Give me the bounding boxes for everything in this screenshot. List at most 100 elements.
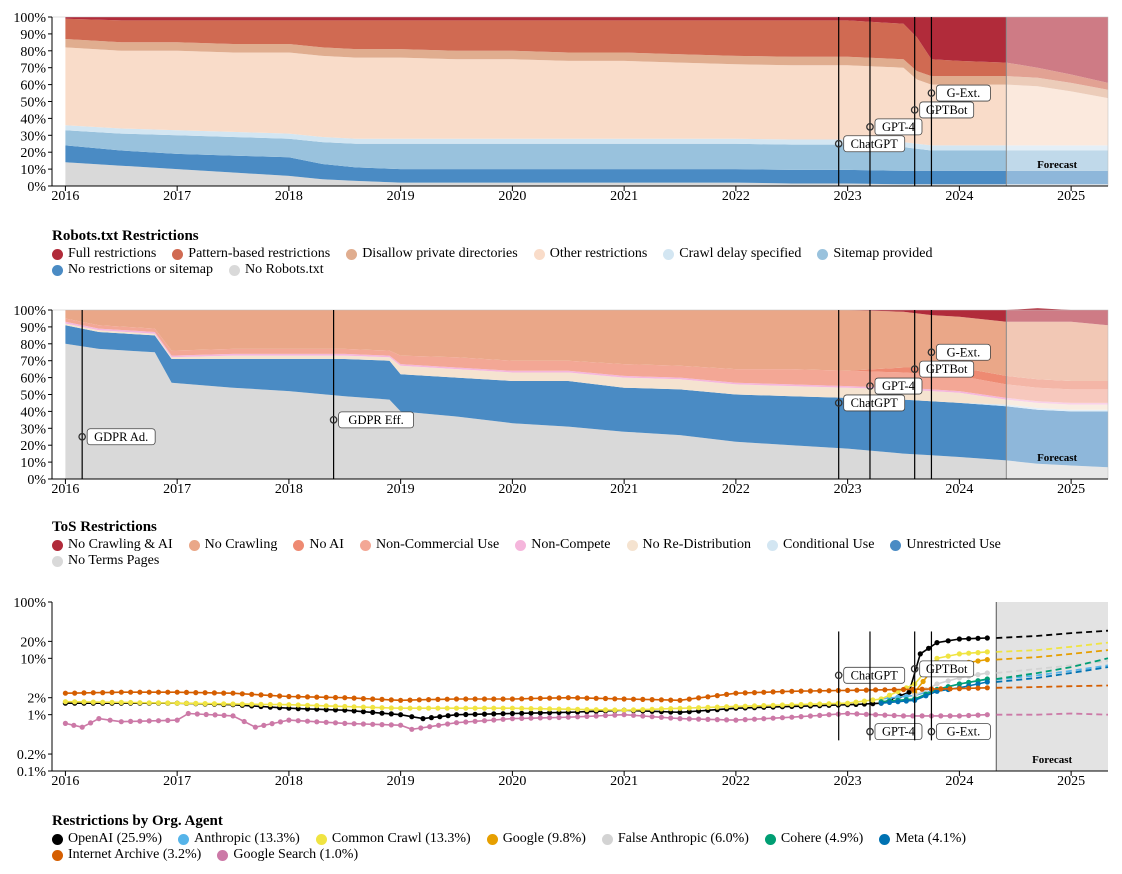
point-common-crawl-13-3 — [137, 700, 143, 706]
point-google-search-1-0 — [863, 711, 869, 717]
point-google-search-1-0 — [621, 712, 627, 718]
point-internet-archive-3-2 — [547, 695, 553, 701]
point-openai-25-9 — [351, 708, 357, 714]
point-common-crawl-13-3 — [155, 700, 162, 706]
point-google-search-1-0 — [984, 712, 990, 718]
legend-swatch — [767, 539, 779, 551]
point-google-search-1-0 — [481, 718, 488, 724]
point-google-search-1-0 — [472, 718, 478, 724]
point-common-crawl-13-3 — [128, 699, 134, 706]
point-internet-archive-3-2 — [724, 691, 730, 698]
point-internet-archive-3-2 — [677, 697, 683, 703]
x-tick-label: 2025 — [1057, 189, 1085, 204]
legend-item-no-ai: No AI — [293, 537, 344, 553]
event-label-box — [843, 394, 906, 412]
point-common-crawl-13-3 — [547, 706, 553, 712]
x-tick-label: 2016 — [51, 774, 79, 789]
y-tick-label: 50% — [20, 96, 46, 111]
robots-legend: Robots.txt Restrictions Full restriction… — [52, 228, 1052, 278]
point-common-crawl-13-3 — [975, 650, 981, 656]
line-common-crawl-13-3 — [65, 651, 988, 712]
legend-label: Meta (4.1%) — [895, 831, 967, 846]
point-common-crawl-13-3 — [286, 702, 292, 708]
point-common-crawl-13-3 — [677, 705, 683, 711]
point-common-crawl-13-3 — [249, 701, 255, 707]
point-openai-25-9 — [420, 716, 426, 722]
forecast-line-cohere-4-9 — [996, 657, 1109, 680]
point-common-crawl-13-3 — [62, 699, 68, 705]
y-tick-label: 60% — [20, 79, 46, 94]
legend-label: Sitemap provided — [833, 246, 933, 261]
point-common-crawl-13-3 — [779, 702, 786, 708]
point-common-crawl-13-3 — [463, 705, 469, 711]
point-internet-archive-3-2 — [621, 696, 627, 702]
legend-swatch — [315, 833, 327, 845]
point-internet-archive-3-2 — [770, 689, 776, 695]
y-tick-label: 10% — [20, 163, 46, 178]
agents-legend: Restrictions by Org. Agent OpenAI (25.9%… — [52, 813, 1052, 863]
point-internet-archive-3-2 — [416, 697, 422, 703]
point-common-crawl-13-3 — [90, 699, 96, 705]
point-openai-25-9 — [934, 640, 940, 646]
point-openai-25-9 — [398, 712, 404, 718]
events-robots: ChatGPT GPT-4 GPTBot G-Ext. — [834, 17, 991, 186]
event-marker — [866, 727, 874, 736]
legend-label: Non-Compete — [531, 537, 611, 552]
point-internet-archive-3-2 — [155, 689, 162, 695]
point-openai-25-9 — [379, 710, 385, 716]
point-internet-archive-3-2 — [863, 687, 869, 693]
chart-agents: Forecast — [62, 602, 1109, 771]
forecast-line-common-crawl-13-3 — [996, 641, 1109, 653]
point-internet-archive-3-2 — [398, 697, 404, 703]
x-tick-label: 2021 — [610, 482, 638, 497]
point-google-search-1-0 — [436, 722, 442, 728]
point-google-search-1-0 — [79, 724, 85, 730]
point-google-search-1-0 — [696, 716, 702, 722]
point-meta-4-1 — [984, 679, 990, 685]
y-tick-label: 100% — [13, 596, 46, 611]
point-common-crawl-13-3 — [193, 700, 199, 707]
robots-legend-title: Robots.txt Restrictions — [52, 228, 199, 244]
point-internet-archive-3-2 — [966, 685, 972, 691]
event-label-box — [936, 84, 991, 102]
x-tick-label: 2021 — [610, 189, 638, 204]
point-google-search-1-0 — [107, 717, 113, 723]
point-google-search-1-0 — [241, 718, 247, 725]
series-common-crawl-13-3 — [62, 641, 1109, 713]
point-common-crawl-13-3 — [426, 705, 432, 711]
point-common-crawl-13-3 — [934, 655, 940, 661]
point-common-crawl-13-3 — [640, 707, 646, 713]
point-google-search-1-0 — [342, 720, 348, 727]
event-marker — [78, 432, 87, 441]
point-internet-archive-3-2 — [891, 687, 897, 693]
area-no-restrictions-or-sitemap — [65, 145, 1108, 185]
point-openai-25-9 — [966, 636, 972, 642]
point-google-search-1-0 — [96, 716, 102, 722]
legend-swatch — [52, 539, 63, 551]
x-tick-label: 2019 — [387, 774, 415, 789]
point-internet-archive-3-2 — [602, 695, 609, 702]
point-google-search-1-0 — [817, 712, 823, 719]
point-openai-25-9 — [677, 709, 683, 715]
point-google-search-1-0 — [174, 717, 180, 723]
series-google-search-1-0 — [62, 710, 1109, 732]
point-common-crawl-13-3 — [528, 706, 534, 712]
point-internet-archive-3-2 — [575, 695, 581, 701]
point-common-crawl-13-3 — [239, 701, 245, 707]
point-google-9-8 — [920, 678, 926, 685]
point-google-search-1-0 — [388, 722, 394, 728]
point-internet-archive-3-2 — [193, 690, 199, 696]
x-tick-label: 2023 — [834, 189, 862, 204]
x-tick-label: 2024 — [945, 189, 973, 204]
point-internet-archive-3-2 — [332, 694, 339, 701]
x-tick-label: 2025 — [1057, 482, 1085, 497]
point-common-crawl-13-3 — [360, 704, 366, 710]
x-tick-label: 2025 — [1057, 774, 1085, 789]
point-common-crawl-13-3 — [714, 704, 720, 710]
legend-label: Disallow private directories — [362, 246, 518, 261]
point-internet-archive-3-2 — [845, 687, 851, 694]
point-google-search-1-0 — [761, 716, 767, 722]
point-google-search-1-0 — [677, 716, 683, 722]
point-google-search-1-0 — [261, 722, 267, 729]
legend-swatch — [217, 849, 229, 861]
